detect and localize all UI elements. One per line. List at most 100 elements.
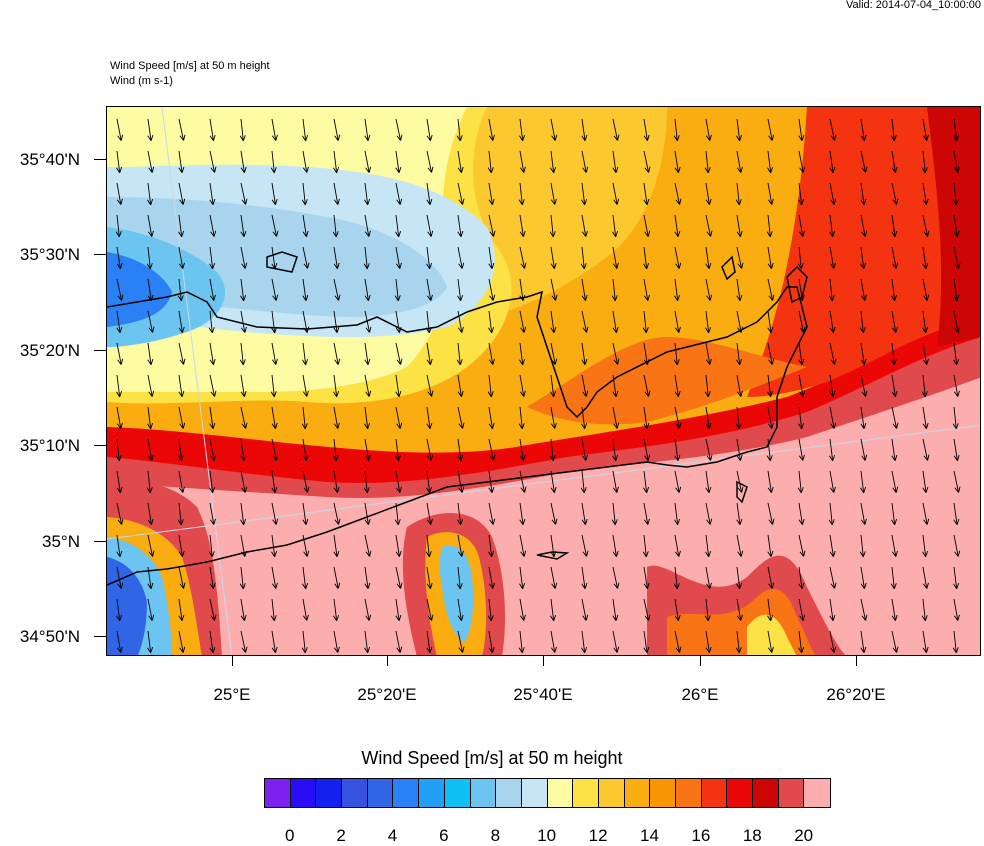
wind-arrow	[240, 598, 247, 621]
wind-arrow	[890, 342, 897, 366]
wind-arrow	[798, 374, 806, 397]
lon-label-25-40: 25°40'E	[513, 685, 573, 704]
wind-arrow	[860, 438, 868, 461]
wind-arrow	[488, 342, 495, 365]
wind-arrow	[240, 214, 247, 238]
crimson-band-region	[107, 317, 980, 483]
wind-arrow	[364, 342, 371, 366]
wind-arrow	[736, 598, 743, 621]
wind-arrow	[767, 374, 774, 398]
wind-arrow	[767, 406, 774, 429]
wind-arrow	[550, 310, 557, 334]
wind-arrow	[178, 150, 185, 174]
wind-arrow	[209, 150, 217, 173]
wind-arrow	[364, 438, 371, 461]
colorbar-tick-label: 0	[284, 826, 295, 845]
east-islet	[721, 255, 736, 281]
south-islet-chrysi	[536, 551, 570, 560]
wind-arrow	[488, 438, 496, 461]
wind-arrow	[178, 598, 185, 622]
colorbar-tick-label: 6	[439, 826, 449, 845]
wind-arrow	[271, 118, 278, 141]
wind-arrow	[736, 502, 743, 526]
wind-arrow	[612, 150, 619, 174]
wind-arrow	[178, 438, 185, 462]
wind-arrow	[581, 342, 588, 366]
wind-arrow	[426, 598, 434, 621]
colorbar-tick-label: 4	[387, 826, 398, 845]
wind-arrow	[146, 246, 153, 270]
wind-arrow	[767, 310, 774, 334]
colorbar-swatch	[393, 779, 420, 807]
colorbar-tick-label: 10	[537, 826, 557, 845]
wind-arrow	[426, 374, 434, 397]
wind-arrow	[860, 566, 867, 589]
wind-arrow	[333, 374, 340, 398]
wind-speed-map	[106, 106, 981, 656]
wind-arrow	[921, 150, 928, 174]
wind-arrow	[457, 630, 465, 653]
wind-arrow	[922, 566, 929, 589]
wind-arrow	[147, 310, 155, 333]
wind-arrow	[829, 182, 837, 205]
wind-arrow	[147, 502, 154, 525]
wind-arrow	[457, 374, 464, 397]
wind-arrow	[519, 470, 527, 493]
wind-arrow	[301, 182, 308, 206]
wind-arrow	[550, 598, 557, 622]
wind-arrow	[643, 182, 650, 206]
wind-arrow	[178, 182, 186, 205]
wind-arrow	[612, 598, 619, 622]
wind-arrow	[674, 630, 682, 653]
wind-arrow	[705, 438, 713, 461]
wind-arrow	[953, 214, 960, 237]
wind-arrow	[550, 502, 558, 525]
wind-arrow	[829, 118, 837, 141]
wind-arrow	[270, 374, 277, 398]
wind-arrow	[953, 246, 961, 269]
wind-arrow	[333, 534, 340, 558]
wind-arrow	[953, 502, 960, 526]
wind-arrow	[178, 118, 186, 141]
wind-arrow	[115, 214, 122, 238]
wind-arrow	[178, 342, 186, 365]
wind-arrow	[860, 598, 868, 621]
wind-arrow	[364, 214, 371, 237]
wind-arrow	[395, 470, 402, 493]
wind-arrow	[829, 150, 836, 174]
wind-arrow	[302, 438, 309, 461]
wind-arrow	[922, 630, 929, 653]
wind-arrow	[612, 310, 619, 333]
wind-arrow	[488, 470, 495, 494]
wind-arrow	[177, 278, 184, 302]
wind-arrow	[116, 118, 124, 141]
wind-arrow	[271, 310, 278, 334]
wind-arrow	[363, 246, 370, 270]
wind-arrow	[519, 246, 527, 269]
colorbar-swatch	[470, 779, 497, 807]
wind-arrow	[457, 182, 465, 205]
wind-arrow	[550, 406, 557, 429]
wind-arrow	[271, 534, 278, 558]
wind-arrow	[829, 310, 836, 333]
wind-arrow	[581, 534, 589, 557]
wind-arrow	[953, 278, 960, 302]
wind-arrow	[891, 310, 898, 333]
wind-arrow	[456, 566, 463, 590]
wind-arrow	[457, 502, 464, 526]
wind-arrow	[891, 630, 899, 653]
wind-arrow	[642, 310, 649, 334]
colorbar-tick-label: 12	[588, 826, 608, 845]
wind-arrow	[209, 566, 216, 589]
dark-red-east-region	[927, 107, 980, 347]
lat-label-35-10: 35°10'N	[19, 436, 80, 455]
wind-arrow	[860, 630, 867, 654]
wind-arrow	[953, 374, 960, 397]
colorbar-swatch	[419, 779, 445, 807]
wind-arrow	[860, 374, 868, 397]
wind-arrow	[333, 406, 340, 429]
wind-arrow	[364, 598, 372, 621]
wind-arrow	[550, 374, 557, 398]
wind-arrow	[487, 374, 494, 398]
wind-arrow	[673, 118, 680, 142]
